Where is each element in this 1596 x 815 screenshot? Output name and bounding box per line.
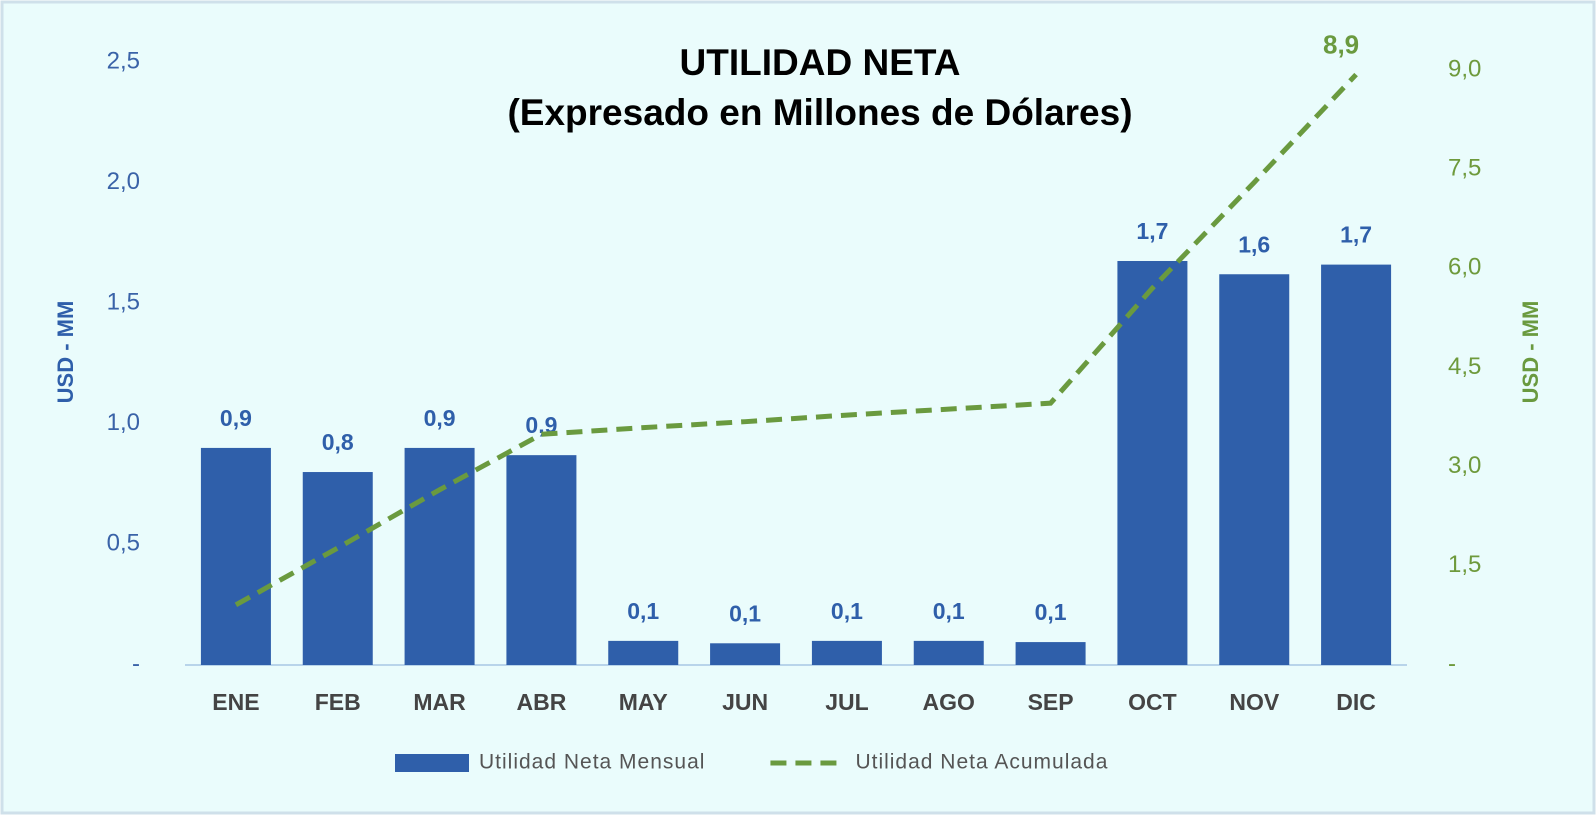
bar	[1321, 264, 1392, 665]
line	[234, 72, 1358, 608]
x-tick-label: MAY	[619, 689, 668, 715]
y2-tick-label: 4,5	[1448, 353, 1481, 380]
data-label: 0,9	[424, 405, 456, 431]
x-tick-label: AGO	[923, 689, 975, 715]
x-tick-label: ENE	[212, 689, 259, 715]
chart-title: UTILIDAD NETA	[680, 42, 961, 83]
legend-label: Utilidad Neta Mensual	[479, 751, 705, 774]
legend-swatch	[395, 754, 469, 772]
bar	[710, 643, 781, 665]
y2-tick-label: 3,0	[1448, 452, 1481, 479]
bar	[811, 640, 882, 665]
y-tick-label: 2,5	[107, 47, 140, 74]
x-tick-label: JUN	[722, 689, 768, 715]
bar	[1117, 260, 1188, 665]
x-tick-label: FEB	[315, 689, 361, 715]
y2-axis-label: USD - MM	[1518, 301, 1543, 404]
x-tick-label: SEP	[1028, 689, 1074, 715]
bar	[302, 472, 373, 665]
bar	[404, 447, 475, 665]
y2-tick-label: 6,0	[1448, 254, 1481, 281]
data-label: 0,1	[729, 600, 761, 626]
data-label: 0,1	[933, 598, 965, 624]
y2-tick-label: 9,0	[1448, 55, 1481, 82]
y2-tick-label: 1,5	[1448, 551, 1481, 578]
y-tick-label: 0,5	[107, 530, 140, 557]
y-tick-label: 1,0	[107, 409, 140, 436]
data-label: 0,9	[220, 405, 252, 431]
bar	[506, 455, 577, 665]
y-tick-label: -	[132, 650, 140, 677]
data-label: 0,1	[831, 598, 863, 624]
y-tick-label: 2,0	[107, 168, 140, 195]
data-label: 0,1	[627, 598, 659, 624]
data-label: 0,1	[1035, 599, 1067, 625]
bar	[1015, 642, 1086, 665]
data-label: 1,7	[1340, 222, 1372, 248]
y2-tick-label: 7,5	[1448, 154, 1481, 181]
data-label: 0,8	[322, 429, 354, 455]
bar	[913, 640, 984, 665]
x-tick-label: ABR	[516, 689, 566, 715]
bar	[200, 447, 271, 665]
x-tick-label: NOV	[1229, 689, 1280, 715]
y-tick-label: 1,5	[107, 289, 140, 316]
data-label: 8,9	[1323, 29, 1359, 59]
bar	[1219, 274, 1290, 665]
data-label: 1,7	[1136, 218, 1168, 244]
x-tick-label: MAR	[413, 689, 466, 715]
bar	[608, 640, 679, 665]
chart-subtitle: (Expresado en Millones de Dólares)	[507, 92, 1132, 133]
x-tick-label: DIC	[1336, 689, 1376, 715]
legend-label: Utilidad Neta Acumulada	[855, 751, 1108, 774]
y-axis-label: USD - MM	[53, 301, 78, 404]
y2-tick-label: -	[1448, 650, 1456, 677]
data-label: 1,6	[1238, 231, 1270, 257]
x-tick-label: JUL	[825, 689, 868, 715]
x-tick-label: OCT	[1128, 689, 1177, 715]
